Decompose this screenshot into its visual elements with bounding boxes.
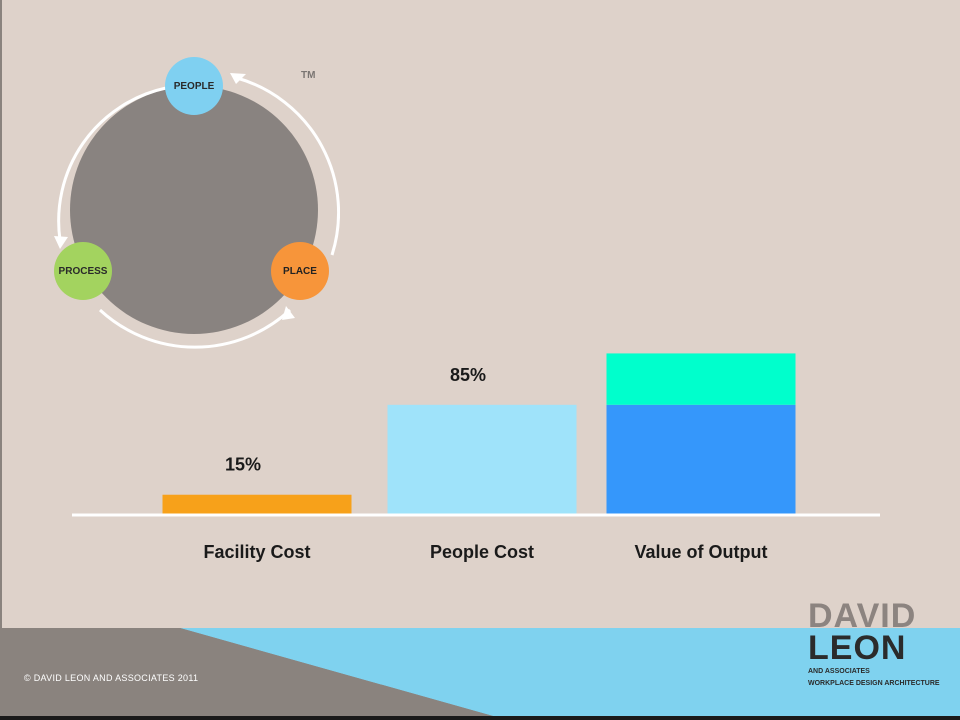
arrow-arc-bottom [98, 308, 292, 349]
logo-subtitle-1: AND ASSOCIATES [808, 668, 870, 675]
data-label-people-cost: 85% [450, 365, 486, 385]
bar-facility-cost-segment-1 [162, 494, 352, 514]
company-logo: DAVID LEON AND ASSOCIATES WORKPLACE DESI… [808, 597, 953, 688]
bar-value-of-output-segment-2 [606, 353, 796, 405]
process-node: PROCESS [54, 242, 112, 300]
place-node: PLACE [271, 242, 329, 300]
category-label-people-cost: People Cost [430, 542, 534, 562]
arrow-head-right [230, 73, 246, 84]
bar-value-of-output-segment-1 [606, 404, 796, 514]
cycle-graphic [54, 73, 340, 349]
arrow-arc-left [57, 86, 167, 241]
trademark-mark: TM [301, 70, 316, 81]
people-node: PEOPLE [165, 57, 223, 115]
category-label-facility-cost: Facility Cost [203, 542, 310, 562]
left-edge-strip [0, 0, 2, 720]
arrow-head-left [54, 236, 68, 249]
copyright-text: © DAVID LEON AND ASSOCIATES 2011 [24, 673, 199, 683]
cost-value-bar-chart: Facility Cost 15% People Cost 85% Value of O… [72, 353, 880, 562]
arrow-head-bottom [282, 306, 295, 320]
bar-people-cost-segment-1 [387, 404, 577, 514]
logo-subtitle-2: WORKPLACE DESIGN ARCHITECTURE [808, 680, 940, 687]
arrow-arc-right [236, 76, 340, 256]
category-label-value-of-output: Value of Output [635, 542, 768, 562]
logo-line-david: DAVID [808, 597, 917, 635]
hub-circle [70, 86, 318, 334]
people-process-place-diagram: PEOPLE PROCESS PLACE [40, 50, 340, 350]
logo-line-leon: LEON [808, 629, 907, 667]
data-label-facility-cost: 15% [225, 455, 261, 475]
